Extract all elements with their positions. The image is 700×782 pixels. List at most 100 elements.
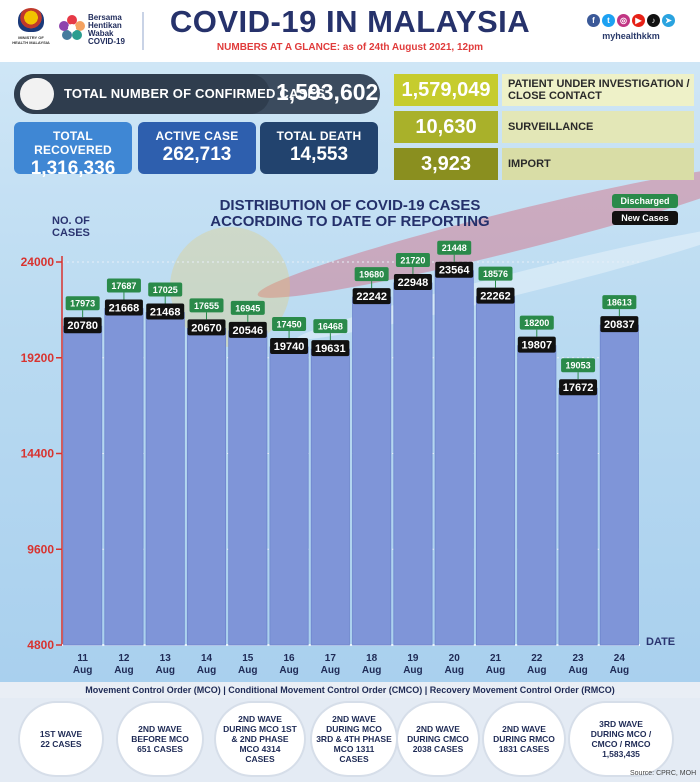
chart-legend: Discharged New Cases	[612, 194, 678, 228]
new-cases-label-bg	[311, 340, 350, 357]
x-tick-label: 24	[614, 653, 626, 664]
confirmed-cases-value: 1,593,602	[276, 79, 379, 105]
twitter-icon[interactable]: t	[602, 14, 615, 27]
y-tick-label: 4800	[27, 638, 54, 652]
deaths-label: TOTAL DEATH	[276, 129, 362, 143]
x-tick-label: 18	[366, 653, 378, 664]
bar-new-cases	[63, 325, 103, 646]
new-cases-data-label: 17672	[563, 382, 594, 394]
pui-row: 1,579,049 PATIENT UNDER INVESTIGATION / …	[394, 74, 694, 106]
x-tick-label: 12	[118, 653, 130, 664]
x-tick-label: 14	[201, 653, 213, 664]
social-links: f t ◎ ▶ ♪ ➤ myhealthkkm	[576, 14, 686, 50]
new-cases-data-label: 19631	[315, 343, 346, 355]
facebook-icon[interactable]: f	[587, 14, 600, 27]
discharged-label-bg	[106, 278, 141, 293]
discharged-data-label: 17450	[277, 319, 302, 329]
bar-new-cases	[228, 330, 268, 646]
new-cases-label-bg	[559, 379, 598, 396]
new-cases-label-bg	[352, 288, 391, 305]
active-box: ACTIVE CASE 262,713	[138, 122, 256, 174]
x-tick-label: 13	[160, 653, 172, 664]
chart-title: DISTRIBUTION OF COVID-19 CASES ACCORDING…	[210, 197, 490, 230]
new-cases-data-label: 20670	[191, 322, 222, 334]
wave-summary-6: 2ND WAVE DURING RMCO 1831 CASES	[484, 703, 564, 775]
discharged-label-bg	[148, 282, 183, 297]
x-tick-label: Aug	[362, 665, 381, 676]
x-tick-label: Aug	[610, 665, 629, 676]
instagram-icon[interactable]: ◎	[617, 14, 630, 27]
header-divider	[142, 12, 144, 50]
page-subtitle: NUMBERS AT A GLANCE: as of 24th August 2…	[216, 42, 484, 53]
new-cases-data-label: 19807	[521, 340, 552, 352]
x-tick-label: Aug	[155, 665, 174, 676]
campaign-line: Hentikan	[88, 21, 122, 30]
social-handle[interactable]: myhealthkkm	[602, 31, 660, 41]
wave-summary-1: 1ST WAVE 22 CASES	[20, 703, 102, 775]
discharged-data-label: 17687	[111, 281, 136, 291]
mco-legend-text: Movement Control Order (MCO) | Condition…	[0, 682, 700, 698]
cases-bar-chart: 48009600144001920024000207801797311Aug21…	[21, 240, 640, 676]
new-cases-label-bg	[187, 319, 226, 336]
page-title: COVID-19 IN MALAYSIA	[169, 4, 531, 39]
surveillance-label: SURVEILLANCE	[502, 111, 694, 143]
import-row: 3,923 IMPORT	[394, 148, 694, 180]
bar-new-cases	[475, 296, 516, 646]
moh-logo: MINISTRY OF HEALTH MALAYSIA	[12, 8, 50, 54]
header: MINISTRY OF HEALTH MALAYSIA Bersama Hent…	[0, 0, 700, 62]
youtube-icon[interactable]: ▶	[632, 14, 645, 27]
recovered-box: TOTAL RECOVERED 1,316,336	[14, 122, 132, 179]
x-tick-label: Aug	[279, 665, 298, 676]
new-cases-data-label: 22242	[356, 291, 387, 303]
campaign-line: Wabak	[88, 29, 114, 38]
x-tick-label: 19	[407, 653, 419, 664]
x-tick-label: 23	[573, 653, 585, 664]
campaign-logo: Bersama Hentikan Wabak COVID-19	[58, 12, 138, 52]
discharged-label-bg	[478, 266, 513, 281]
discharged-data-label: 19680	[359, 270, 384, 280]
recovered-value: 1,316,336	[30, 158, 116, 179]
x-axis-title: DATE	[646, 636, 676, 648]
tiktok-icon[interactable]: ♪	[647, 14, 660, 27]
pill-decoration	[20, 78, 54, 110]
new-cases-label-bg	[270, 337, 309, 354]
discharged-label-bg	[65, 296, 100, 311]
x-tick-label: 16	[284, 653, 296, 664]
new-cases-label-bg	[104, 299, 143, 316]
discharged-label-bg	[602, 295, 637, 310]
x-tick-label: Aug	[197, 665, 216, 676]
discharged-data-label: 16468	[318, 322, 343, 332]
surveillance-label-text: SURVEILLANCE	[508, 121, 594, 133]
wave-summary-3: 2ND WAVE DURING MCO 1ST & 2ND PHASE MCO …	[216, 703, 304, 775]
legend-new-cases: New Cases	[612, 211, 678, 225]
discharged-data-label: 17973	[70, 299, 95, 309]
discharged-label-bg	[519, 315, 554, 330]
telegram-icon[interactable]: ➤	[662, 14, 675, 27]
legend-discharged: Discharged	[612, 194, 678, 208]
x-tick-label: Aug	[444, 665, 463, 676]
confirmed-cases-pill	[14, 74, 270, 114]
bar-new-cases	[186, 328, 227, 646]
bar-new-cases	[393, 282, 433, 646]
y-tick-label: 24000	[21, 255, 55, 269]
new-cases-label-bg	[146, 303, 185, 320]
bar-new-cases	[269, 346, 309, 646]
wave-summary-2: 2ND WAVE BEFORE MCO 651 CASES	[118, 703, 202, 775]
wave-summary-7: 3RD WAVE DURING MCO / CMCO / RMCO 1,583,…	[570, 703, 672, 775]
new-cases-data-label: 21468	[150, 307, 181, 319]
new-cases-data-label: 23564	[439, 265, 470, 277]
y-tick-label: 19200	[21, 351, 55, 365]
campaign-text: Bersama Hentikan Wabak COVID-19	[88, 14, 125, 46]
bar-new-cases	[352, 296, 392, 646]
bar-new-cases	[310, 348, 350, 646]
discharged-label-bg	[395, 252, 430, 267]
x-tick-label: 15	[242, 653, 254, 664]
new-cases-data-label: 20546	[232, 325, 263, 337]
active-label: ACTIVE CASE	[155, 129, 239, 143]
x-tick-label: 22	[531, 653, 543, 664]
pui-label: PATIENT UNDER INVESTIGATION / CLOSE CONT…	[502, 74, 694, 106]
x-tick-label: 21	[490, 653, 502, 664]
discharged-data-label: 21448	[442, 243, 467, 253]
surveillance-row: 10,630 SURVEILLANCE	[394, 111, 694, 143]
discharged-data-label: 18200	[524, 318, 549, 328]
